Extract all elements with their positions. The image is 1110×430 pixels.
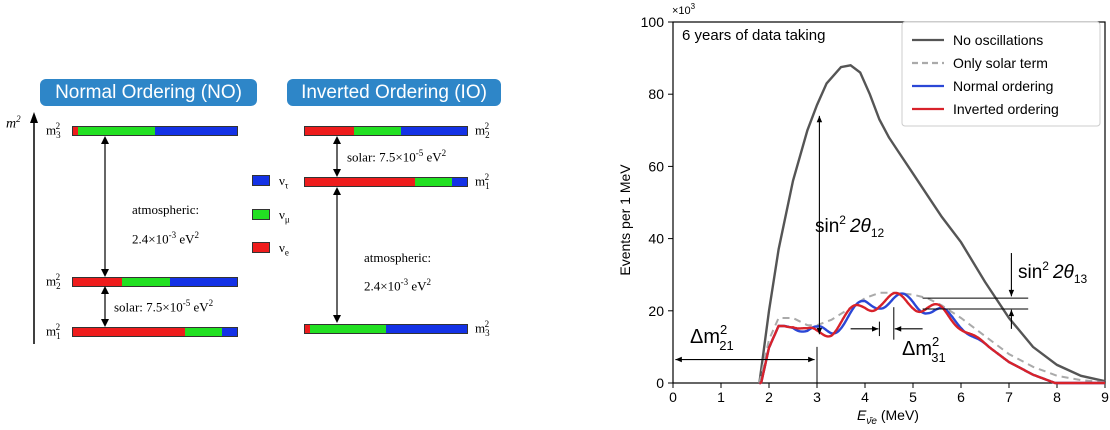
no-m3-level [72, 126, 238, 136]
m2-axis-label: m2 [6, 114, 21, 132]
plot-frame [672, 21, 1106, 384]
io-m1-level [304, 177, 468, 187]
inverted-ordering-line [759, 291, 1105, 385]
chart-legend: No oscillations Only solar term Normal ord… [901, 21, 1101, 127]
dm21-arrow-left-head [675, 356, 682, 363]
no-oscillations-line [758, 64, 1106, 384]
sin13-arrow-up-head [1008, 309, 1015, 317]
no-atmospheric-label: atmospheric: [132, 202, 200, 217]
nu-e-swatch [252, 242, 270, 253]
sin12-arrow-down-head [816, 327, 823, 335]
inverted-ordering-title: Inverted Ordering (IO) [287, 79, 501, 106]
no-m2-label: m22 [46, 272, 61, 291]
y-tick-label: 60 [648, 158, 664, 174]
x-tick-label: 8 [1053, 389, 1061, 405]
y-tick-label: 40 [648, 231, 664, 247]
sin13-arrow-down-head [1008, 289, 1015, 297]
x-tick-label: 0 [669, 389, 677, 405]
no-solar-label: solar: 7.5×10-5 eV2 [114, 298, 214, 315]
dm21-arrow-right-head [808, 356, 815, 363]
x-tick-label: 1 [717, 389, 725, 405]
nu-tau-label: ντ [279, 173, 289, 191]
no-m2-level [72, 277, 238, 287]
nu-e-label: νe [279, 240, 289, 258]
x-axis-label: Eν̄e (MeV) [857, 407, 919, 427]
sin12-annotation: sin2 2θ12 [815, 213, 885, 240]
x-tick-label: 2 [765, 389, 773, 405]
x-tick-label: 6 [957, 389, 965, 405]
legend-label: Only solar term [953, 55, 1048, 71]
no-m3-label: m32 [46, 121, 61, 140]
io-m2-level [304, 126, 468, 136]
io-arrows [333, 136, 341, 323]
no-atmospheric-value: 2.4×10-3 eV2 [132, 230, 200, 247]
normal-ordering-title: Normal Ordering (NO) [40, 79, 257, 106]
x-tick-label: 7 [1005, 389, 1013, 405]
nu-mu-label: νμ [279, 207, 290, 225]
io-atmospheric-label: atmospheric: [364, 250, 432, 265]
io-m3-level [304, 324, 468, 334]
nu-tau-swatch [252, 175, 270, 186]
x-tick-label: 3 [813, 389, 821, 405]
y-tick-label: 20 [648, 303, 664, 319]
io-m1-label: m12 [475, 172, 490, 191]
dm31-arrow-right-head [871, 326, 879, 332]
io-m2-label: m22 [475, 121, 490, 140]
y-axis-label: Events per 1 MeV [617, 164, 633, 276]
x-tick-label: 5 [909, 389, 917, 405]
no-m1-level [72, 327, 238, 337]
y-tick-label: 80 [648, 86, 664, 102]
legend-label: Normal ordering [953, 78, 1053, 94]
sin12-arrow-up-head [816, 115, 823, 123]
io-m3-label: m32 [475, 319, 490, 338]
y-multiplier: ×103 [672, 2, 696, 17]
x-tick-label: 9 [1101, 389, 1109, 405]
y-tick-label: 100 [641, 14, 665, 30]
dm31-annotation: Δm2 31 [902, 334, 946, 365]
no-m1-label: m12 [46, 322, 61, 341]
plot-annotation: 6 years of data taking [682, 27, 825, 44]
no-arrows [101, 136, 109, 327]
dm31-arrow-left-head [894, 326, 902, 332]
x-tick-label: 4 [861, 389, 869, 405]
m2-axis-arrow [30, 112, 38, 344]
io-atmospheric-value: 2.4×10-3 eV2 [364, 277, 432, 294]
nu-mu-swatch [252, 209, 270, 220]
legend-label: No oscillations [953, 32, 1043, 48]
legend-label: Inverted ordering [953, 101, 1059, 117]
io-solar-label: solar: 7.5×10-5 eV2 [347, 148, 447, 165]
spectrum-chart: 0 1 2 3 4 5 6 7 8 9 0 20 40 60 80 100 ×103 6 years of d… [617, 2, 1109, 427]
sin13-annotation: sin2 2θ13 [1018, 259, 1088, 286]
dm21-annotation: Δm2 21 [690, 322, 734, 353]
y-tick-label: 0 [656, 375, 664, 391]
